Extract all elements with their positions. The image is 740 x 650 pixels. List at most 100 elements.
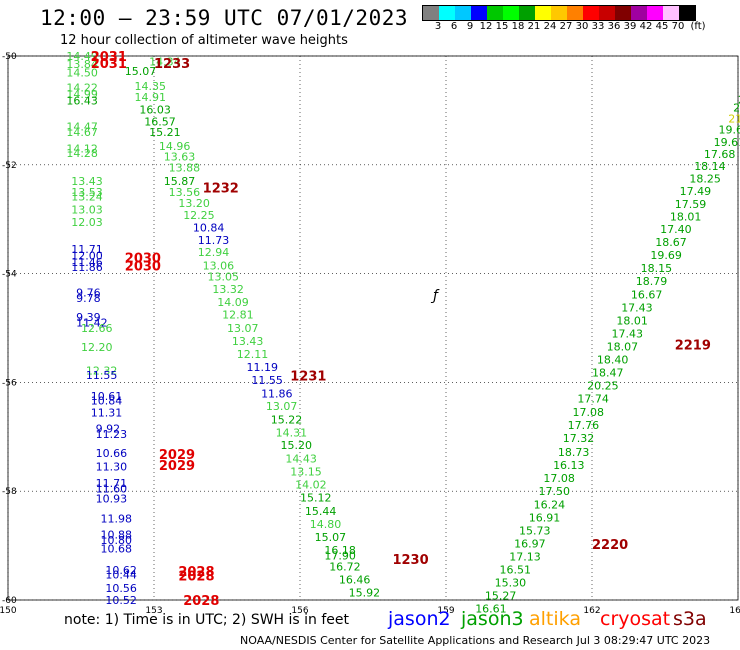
page-subtitle: 12 hour collection of altimeter wave hei…	[60, 33, 348, 48]
wave-height-value: 16.67	[631, 288, 663, 301]
pass-time-label: 2030	[125, 259, 161, 274]
wave-height-value: 10.56	[105, 582, 137, 595]
wave-height-value: 9.78	[76, 292, 101, 305]
wave-height-value: 17.68	[704, 148, 736, 161]
wave-height-value: 15.22	[271, 413, 303, 426]
wave-height-value: 14.67	[66, 126, 98, 139]
wave-height-value: 16.24	[534, 498, 566, 511]
lat-tick-label: -60	[2, 596, 17, 606]
wave-height-value: 18.79	[636, 275, 668, 288]
wave-height-value: 17.43	[611, 327, 643, 340]
wave-height-value: 13.06	[203, 259, 235, 272]
wave-height-value: 20.25	[587, 380, 619, 393]
wave-height-value: 15.92	[349, 586, 381, 599]
colorbar-swatch	[615, 6, 631, 20]
wave-height-value: 17.43	[621, 301, 653, 314]
wave-height-value: 14.91	[135, 91, 167, 104]
wave-height-value: 14.12	[66, 142, 98, 155]
wave-height-value: 18.47	[592, 367, 624, 380]
pass-time-label: 1232	[203, 182, 239, 197]
pass-time-label: 1230	[392, 553, 428, 568]
pass-time-label: 2028	[183, 594, 219, 609]
wave-height-value: 15.21	[149, 126, 181, 139]
wave-height-value: 18.07	[607, 340, 639, 353]
wave-height-value: 17.90	[324, 549, 356, 562]
credit-footer: NOAA/NESDIS Center for Satellite Applica…	[240, 634, 711, 647]
wave-height-value: 16.97	[514, 537, 546, 550]
wave-height-value: 11.55	[86, 369, 118, 382]
wave-height-value: 18.01	[616, 314, 648, 327]
wave-height-value: 13.05	[208, 270, 240, 283]
wave-height-value: 15.30	[495, 577, 526, 590]
wave-height-value: 9.92	[96, 423, 121, 436]
lat-tick-label: -54	[2, 270, 17, 280]
wave-height-value: 9.39	[76, 311, 101, 324]
wave-height-value: 10.88	[100, 529, 132, 542]
wave-height-value: 14.99	[66, 88, 98, 101]
colorbar-swatch	[487, 6, 503, 20]
wave-height-value: 18.14	[694, 160, 726, 173]
wave-height-value: 11.55	[251, 374, 282, 387]
map-border	[7, 55, 739, 601]
wave-height-value: 17.13	[509, 550, 541, 563]
wave-height-value: 10.80	[100, 534, 132, 547]
pass-time-label: 2029	[159, 448, 195, 463]
lon-tick-label: 165	[729, 606, 740, 616]
wave-height-value: 17.40	[660, 223, 692, 236]
colorbar-swatch	[647, 6, 663, 20]
wave-height-value: 14.02	[295, 479, 327, 492]
wave-height-value: 17.50	[538, 485, 570, 498]
wave-height-value: 17.08	[543, 472, 575, 485]
colorbar-swatch	[519, 6, 535, 20]
wave-height-value: 11.46	[71, 256, 103, 269]
wave-height-value: 12.81	[222, 308, 254, 321]
wave-height-value: 12.94	[198, 246, 230, 259]
wave-height-value: 17.59	[675, 198, 707, 211]
wave-height-value: 16.18	[324, 544, 356, 557]
wave-height-value: 11.71	[96, 477, 128, 490]
wave-height-value: 21.	[728, 113, 740, 126]
wave-height-value: 14.96	[159, 140, 191, 153]
wave-height-value: 10.61	[91, 390, 123, 403]
wave-height-value: 17.76	[568, 419, 600, 432]
colorbar-swatch	[535, 6, 551, 20]
pass-time-label: 1233	[154, 57, 190, 72]
colorbar-label: 36	[607, 21, 621, 32]
wave-height-value: 19.69	[650, 249, 682, 262]
wave-height-value: 17.74	[577, 393, 609, 406]
wave-height-value: 12.32	[86, 364, 118, 377]
wave-height-value: 11.42	[76, 317, 108, 330]
wave-height-value: 13.88	[169, 162, 201, 175]
wave-height-value: 11.86	[71, 261, 103, 274]
wave-height-value: 13.07	[227, 322, 259, 335]
colorbar-label: 9	[466, 21, 474, 32]
wave-height-value: 16.72	[329, 560, 361, 573]
wave-height-value: 10.66	[96, 447, 128, 460]
pass-time-label: 2030	[125, 251, 161, 266]
wave-height-value: 10.93	[96, 492, 128, 505]
wave-height-value: 10.84	[91, 394, 123, 407]
wave-height-value: 13.84	[66, 58, 98, 71]
colorbar-swatch	[503, 6, 519, 20]
wave-height-value: 15.27	[485, 590, 517, 603]
wave-height-value: 13.56	[169, 186, 201, 199]
wave-height-value: 11.60	[96, 482, 128, 495]
lat-tick-label: -50	[2, 52, 17, 62]
wave-height-value: 11.30	[96, 461, 128, 474]
colorbar-label: 6	[450, 21, 458, 32]
wave-height-value: 10.62	[105, 564, 137, 577]
pass-time-label: 2028	[178, 565, 214, 580]
wave-height-value: 15.07	[315, 531, 347, 544]
wave-height-value: 14.22	[66, 82, 98, 95]
wave-height-value: 19.61	[714, 136, 740, 149]
wave-height-value: 14.80	[310, 518, 342, 531]
wave-height-value: 13.43	[232, 335, 264, 348]
lat-tick-label: -56	[2, 378, 17, 388]
lat-tick-label: -52	[2, 161, 17, 171]
wave-height-value: 15.07	[125, 65, 157, 78]
wave-height-value: 9.76	[76, 287, 101, 300]
wave-height-value: 17.49	[680, 185, 712, 198]
wave-height-value: 11.19	[246, 361, 278, 374]
wave-height-value: 11.71	[71, 243, 103, 256]
